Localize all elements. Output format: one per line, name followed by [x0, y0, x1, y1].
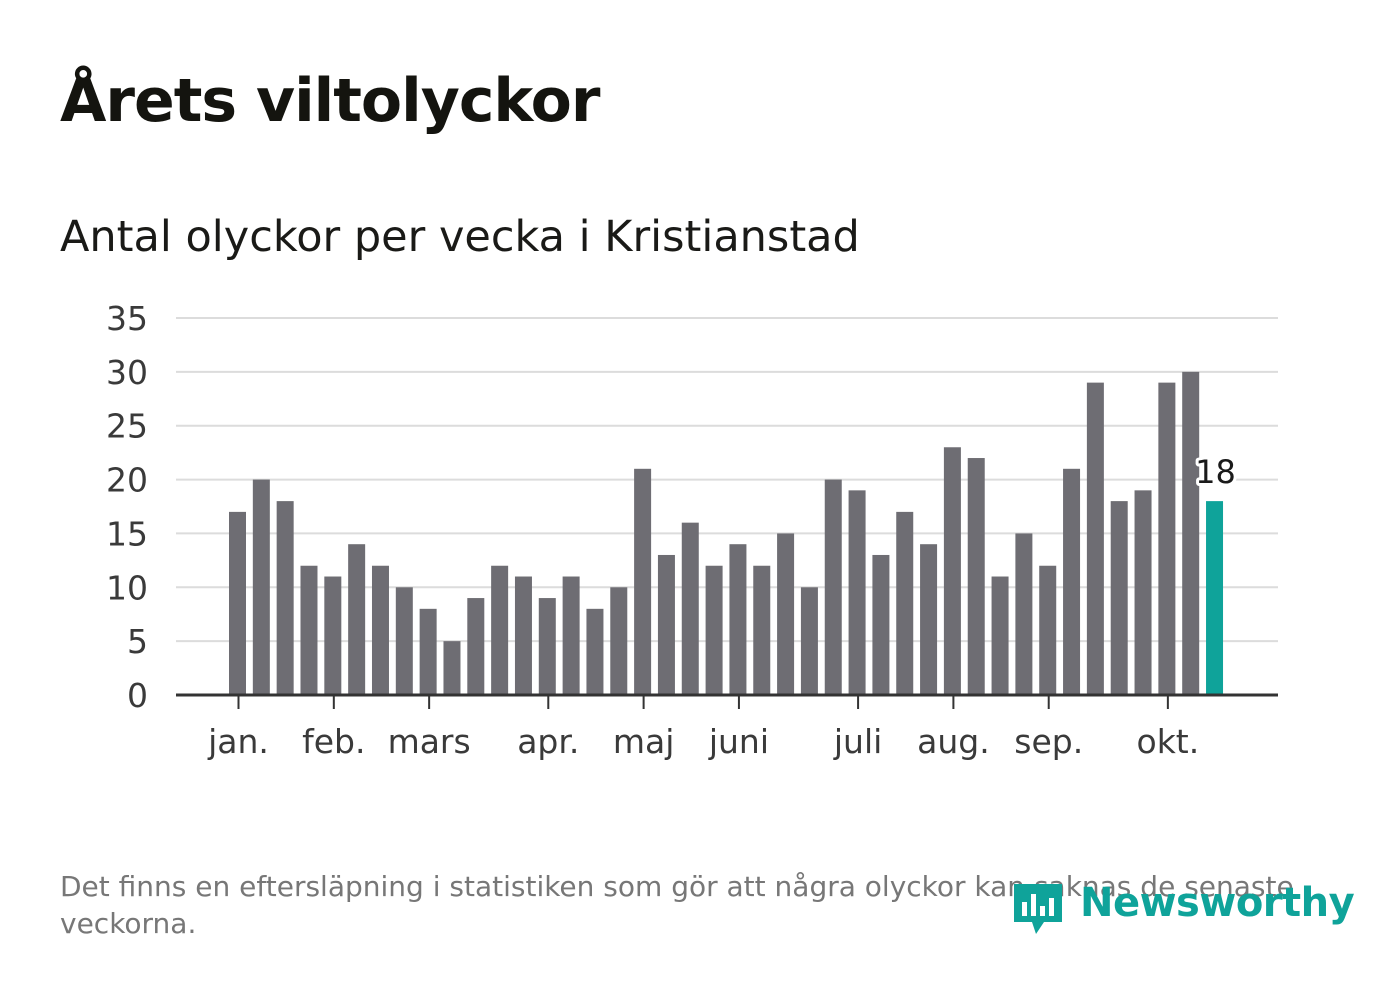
bar — [920, 544, 938, 695]
bar — [1158, 382, 1176, 695]
bar — [1015, 533, 1033, 695]
y-tick-label: 15 — [106, 514, 148, 553]
bar — [1110, 501, 1128, 695]
bar — [229, 511, 246, 695]
x-tick-label: apr. — [517, 722, 579, 761]
data-label: 18 — [1195, 453, 1236, 491]
bar — [1182, 371, 1200, 695]
newsworthy-chart-icon — [1014, 884, 1062, 934]
bar — [324, 576, 342, 695]
bar — [467, 598, 485, 695]
bar — [777, 533, 795, 695]
y-tick-label: 5 — [127, 622, 148, 661]
bar — [824, 479, 842, 695]
bar — [681, 522, 699, 695]
bar — [419, 608, 437, 695]
x-tick-label: okt. — [1137, 722, 1200, 761]
bar — [610, 587, 628, 695]
bar — [943, 447, 961, 695]
bar — [276, 501, 294, 695]
bar — [586, 608, 604, 695]
y-tick-label: 25 — [106, 407, 148, 446]
bar — [491, 565, 509, 695]
x-tick-label: feb. — [302, 722, 365, 761]
newsworthy-logo: Newsworthy — [1010, 876, 1355, 940]
x-tick-label: maj — [613, 722, 675, 761]
x-tick-label: jan. — [207, 722, 269, 761]
bar — [1063, 468, 1081, 695]
bar — [848, 490, 866, 695]
brand-name: Newsworthy — [1080, 880, 1355, 926]
bar — [1039, 565, 1057, 695]
chart-subtitle: Antal olyckor per vecka i Kristianstad — [60, 212, 860, 262]
x-axis-ticks: jan. feb. mars apr. maj juni juli aug. sep. okt. — [207, 695, 1199, 761]
y-tick-label: 20 — [106, 461, 148, 500]
chart-title: Årets viltolyckor — [60, 66, 600, 136]
y-tick-label: 0 — [127, 676, 148, 715]
bar — [1086, 382, 1104, 695]
bar — [634, 468, 652, 695]
bar — [705, 565, 723, 695]
bars — [229, 371, 1224, 695]
x-tick-label: juli — [833, 722, 882, 761]
x-tick-label: sep. — [1014, 722, 1083, 761]
bar — [443, 641, 461, 695]
bar — [991, 576, 1009, 695]
x-tick-label: aug. — [917, 722, 990, 761]
y-tick-label: 30 — [106, 353, 148, 392]
bar — [538, 598, 556, 695]
y-axis-ticks: 0 5 10 15 20 25 30 35 — [106, 299, 148, 715]
bar — [252, 479, 270, 695]
y-tick-label: 35 — [106, 299, 148, 338]
bar — [967, 458, 985, 695]
bar — [800, 587, 818, 695]
bar — [562, 576, 580, 695]
bar — [348, 544, 366, 695]
footnote: Det finns en eftersläpning i statistiken… — [60, 870, 1294, 940]
bar — [514, 576, 532, 695]
x-tick-label: juni — [708, 722, 769, 761]
bar — [753, 565, 771, 695]
x-tick-label: mars — [388, 722, 471, 761]
data-label-halo: 18 — [1195, 453, 1236, 491]
bar — [729, 544, 747, 695]
bar — [1134, 490, 1152, 695]
bar-chart: 0 5 10 15 20 25 30 35 jan. feb. mars apr. maj juni ju… — [106, 299, 1278, 761]
bar — [371, 565, 389, 695]
bar — [1206, 501, 1224, 695]
bar — [395, 587, 413, 695]
bar — [300, 565, 318, 695]
bar — [872, 554, 890, 695]
bar — [896, 511, 914, 695]
y-tick-label: 10 — [106, 568, 148, 607]
bar — [657, 554, 675, 695]
